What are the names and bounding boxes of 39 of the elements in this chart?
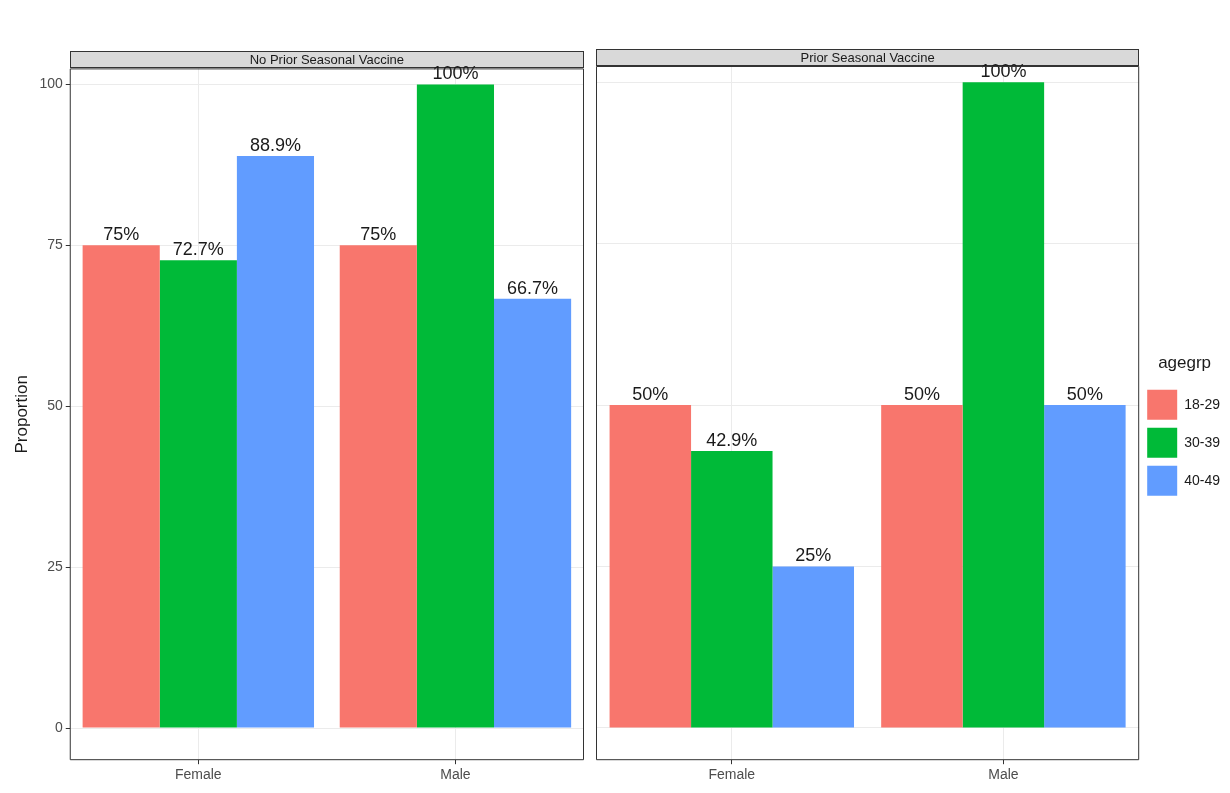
data-label: 25% xyxy=(795,545,832,566)
bar xyxy=(962,82,1045,728)
chart-title: Prior Seasonal Vaccine xyxy=(800,50,935,65)
x-tick-label: Female xyxy=(174,766,222,783)
y-axis-title: Proportion xyxy=(11,375,31,454)
legend-label: 40-49 xyxy=(1184,471,1221,488)
bar xyxy=(236,155,315,728)
legend-label: 30-39 xyxy=(1184,433,1221,450)
chart-title: No Prior Seasonal Vaccine xyxy=(249,52,405,68)
bar xyxy=(881,405,963,728)
x-tick-label: Male xyxy=(440,766,471,783)
bar xyxy=(339,245,417,728)
data-label: 66.7% xyxy=(507,277,559,298)
bar xyxy=(159,260,237,728)
data-label: 75% xyxy=(103,224,140,245)
data-label: 100% xyxy=(432,63,479,84)
y-tick-label: 75 xyxy=(47,236,63,253)
data-label: 50% xyxy=(903,384,940,404)
bar xyxy=(416,84,495,728)
y-tick-label: 50 xyxy=(47,397,63,414)
bar xyxy=(1044,405,1126,728)
y-tick-label: 100 xyxy=(39,75,63,92)
bar xyxy=(82,245,160,728)
legend-label: 18-29 xyxy=(1184,395,1221,412)
data-label: 72.7% xyxy=(172,239,224,260)
data-label: 50% xyxy=(1066,384,1103,404)
bar xyxy=(691,450,773,728)
y-tick-label: 0 xyxy=(54,718,63,735)
bar xyxy=(609,405,692,728)
data-label: 75% xyxy=(360,224,397,245)
data-label: 42.9% xyxy=(706,429,758,450)
x-tick-label: Male xyxy=(988,766,1019,783)
data-label: 88.9% xyxy=(249,134,301,155)
bar xyxy=(772,566,855,728)
y-tick-label: 25 xyxy=(47,558,63,574)
bar xyxy=(494,298,572,728)
data-label: 50% xyxy=(632,384,669,404)
legend-title: agegrp xyxy=(1158,353,1212,373)
x-tick-label: Female xyxy=(708,766,756,783)
